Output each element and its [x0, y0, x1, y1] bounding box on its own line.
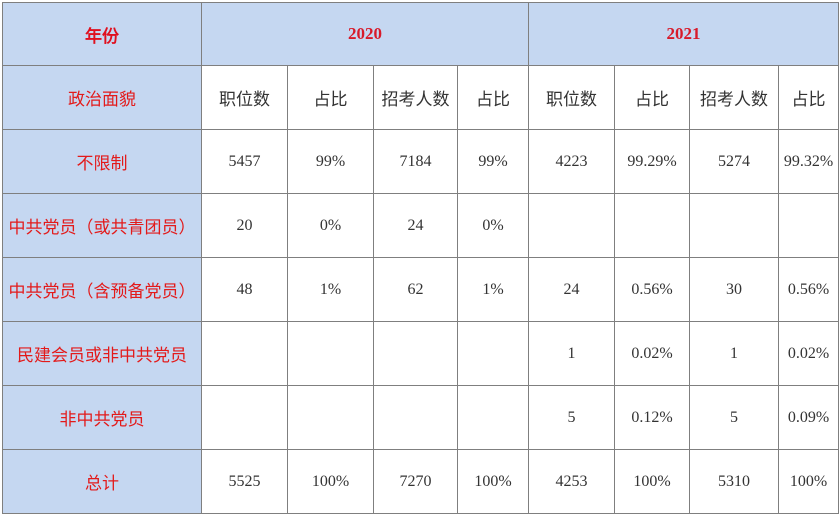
- table-cell: 24: [373, 193, 458, 258]
- table-cell: [287, 321, 374, 386]
- table-cell: [614, 193, 690, 258]
- table-cell: 1%: [457, 257, 529, 322]
- year-2020-header: 2020: [201, 2, 529, 66]
- table-cell: 48: [201, 257, 288, 322]
- row-label: 非中共党员: [2, 385, 202, 450]
- table-cell: 7270: [373, 449, 458, 514]
- table-cell: [457, 321, 529, 386]
- row-label: 民建会员或非中共党员: [2, 321, 202, 386]
- table-cell: [201, 321, 288, 386]
- table-cell: 1: [528, 321, 615, 386]
- table-cell: 1%: [287, 257, 374, 322]
- row-label: 总计: [2, 449, 202, 514]
- table-cell: 100%: [778, 449, 839, 514]
- table-cell: 99.29%: [614, 129, 690, 194]
- table-cell: [778, 193, 839, 258]
- table-cell: 0%: [287, 193, 374, 258]
- column-header-row: 政治面貌 职位数 占比 招考人数 占比 职位数 占比 招考人数 占比: [2, 65, 839, 130]
- table-cell: [201, 385, 288, 450]
- row-header-label: 政治面貌: [2, 65, 202, 130]
- table-cell: 0.56%: [778, 257, 839, 322]
- column-header: 招考人数: [373, 65, 458, 130]
- row-label: 不限制: [2, 129, 202, 194]
- column-header: 占比: [614, 65, 690, 130]
- column-header: 职位数: [528, 65, 615, 130]
- table-row: 非中共党员 5 0.12% 5 0.09%: [2, 385, 839, 450]
- table-cell: 0.02%: [778, 321, 839, 386]
- year-2021-header: 2021: [528, 2, 839, 66]
- table-cell: [373, 385, 458, 450]
- table-cell: 30: [689, 257, 779, 322]
- corner-header-cell: 年份: [2, 2, 202, 66]
- table-cell: 1: [689, 321, 779, 386]
- total-row: 总计 5525 100% 7270 100% 4253 100% 5310 10…: [2, 449, 839, 514]
- table-cell: [287, 385, 374, 450]
- column-header: 占比: [778, 65, 839, 130]
- table-cell: 4223: [528, 129, 615, 194]
- table-cell: 99.32%: [778, 129, 839, 194]
- table-row: 不限制 5457 99% 7184 99% 4223 99.29% 5274 9…: [2, 129, 839, 194]
- table-cell: [373, 321, 458, 386]
- table-cell: 24: [528, 257, 615, 322]
- row-label: 中共党员（含预备党员）: [2, 257, 202, 322]
- table-cell: 99%: [287, 129, 374, 194]
- column-header: 占比: [457, 65, 529, 130]
- table-cell: [689, 193, 779, 258]
- table-cell: 100%: [287, 449, 374, 514]
- table-row: 中共党员（或共青团员） 20 0% 24 0%: [2, 193, 839, 258]
- table-cell: 0%: [457, 193, 529, 258]
- row-label: 中共党员（或共青团员）: [2, 193, 202, 258]
- table-cell: 100%: [457, 449, 529, 514]
- table-cell: 5310: [689, 449, 779, 514]
- table-cell: 99%: [457, 129, 529, 194]
- table-cell: 5274: [689, 129, 779, 194]
- table-cell: 0.56%: [614, 257, 690, 322]
- table-cell: [528, 193, 615, 258]
- table-cell: 5: [689, 385, 779, 450]
- table-cell: 20: [201, 193, 288, 258]
- table-cell: [457, 385, 529, 450]
- column-header: 占比: [287, 65, 374, 130]
- table-cell: 5: [528, 385, 615, 450]
- table-cell: 5457: [201, 129, 288, 194]
- table-cell: 0.02%: [614, 321, 690, 386]
- table-cell: 5525: [201, 449, 288, 514]
- table-cell: 100%: [614, 449, 690, 514]
- column-header: 招考人数: [689, 65, 779, 130]
- table-cell: 0.12%: [614, 385, 690, 450]
- table-cell: 62: [373, 257, 458, 322]
- table-row: 中共党员（含预备党员） 48 1% 62 1% 24 0.56% 30 0.56…: [2, 257, 839, 322]
- table-row: 民建会员或非中共党员 1 0.02% 1 0.02%: [2, 321, 839, 386]
- table-cell: 0.09%: [778, 385, 839, 450]
- column-header: 职位数: [201, 65, 288, 130]
- table-cell: 4253: [528, 449, 615, 514]
- table-cell: 7184: [373, 129, 458, 194]
- year-header-row: 年份 2020 2021: [2, 2, 839, 66]
